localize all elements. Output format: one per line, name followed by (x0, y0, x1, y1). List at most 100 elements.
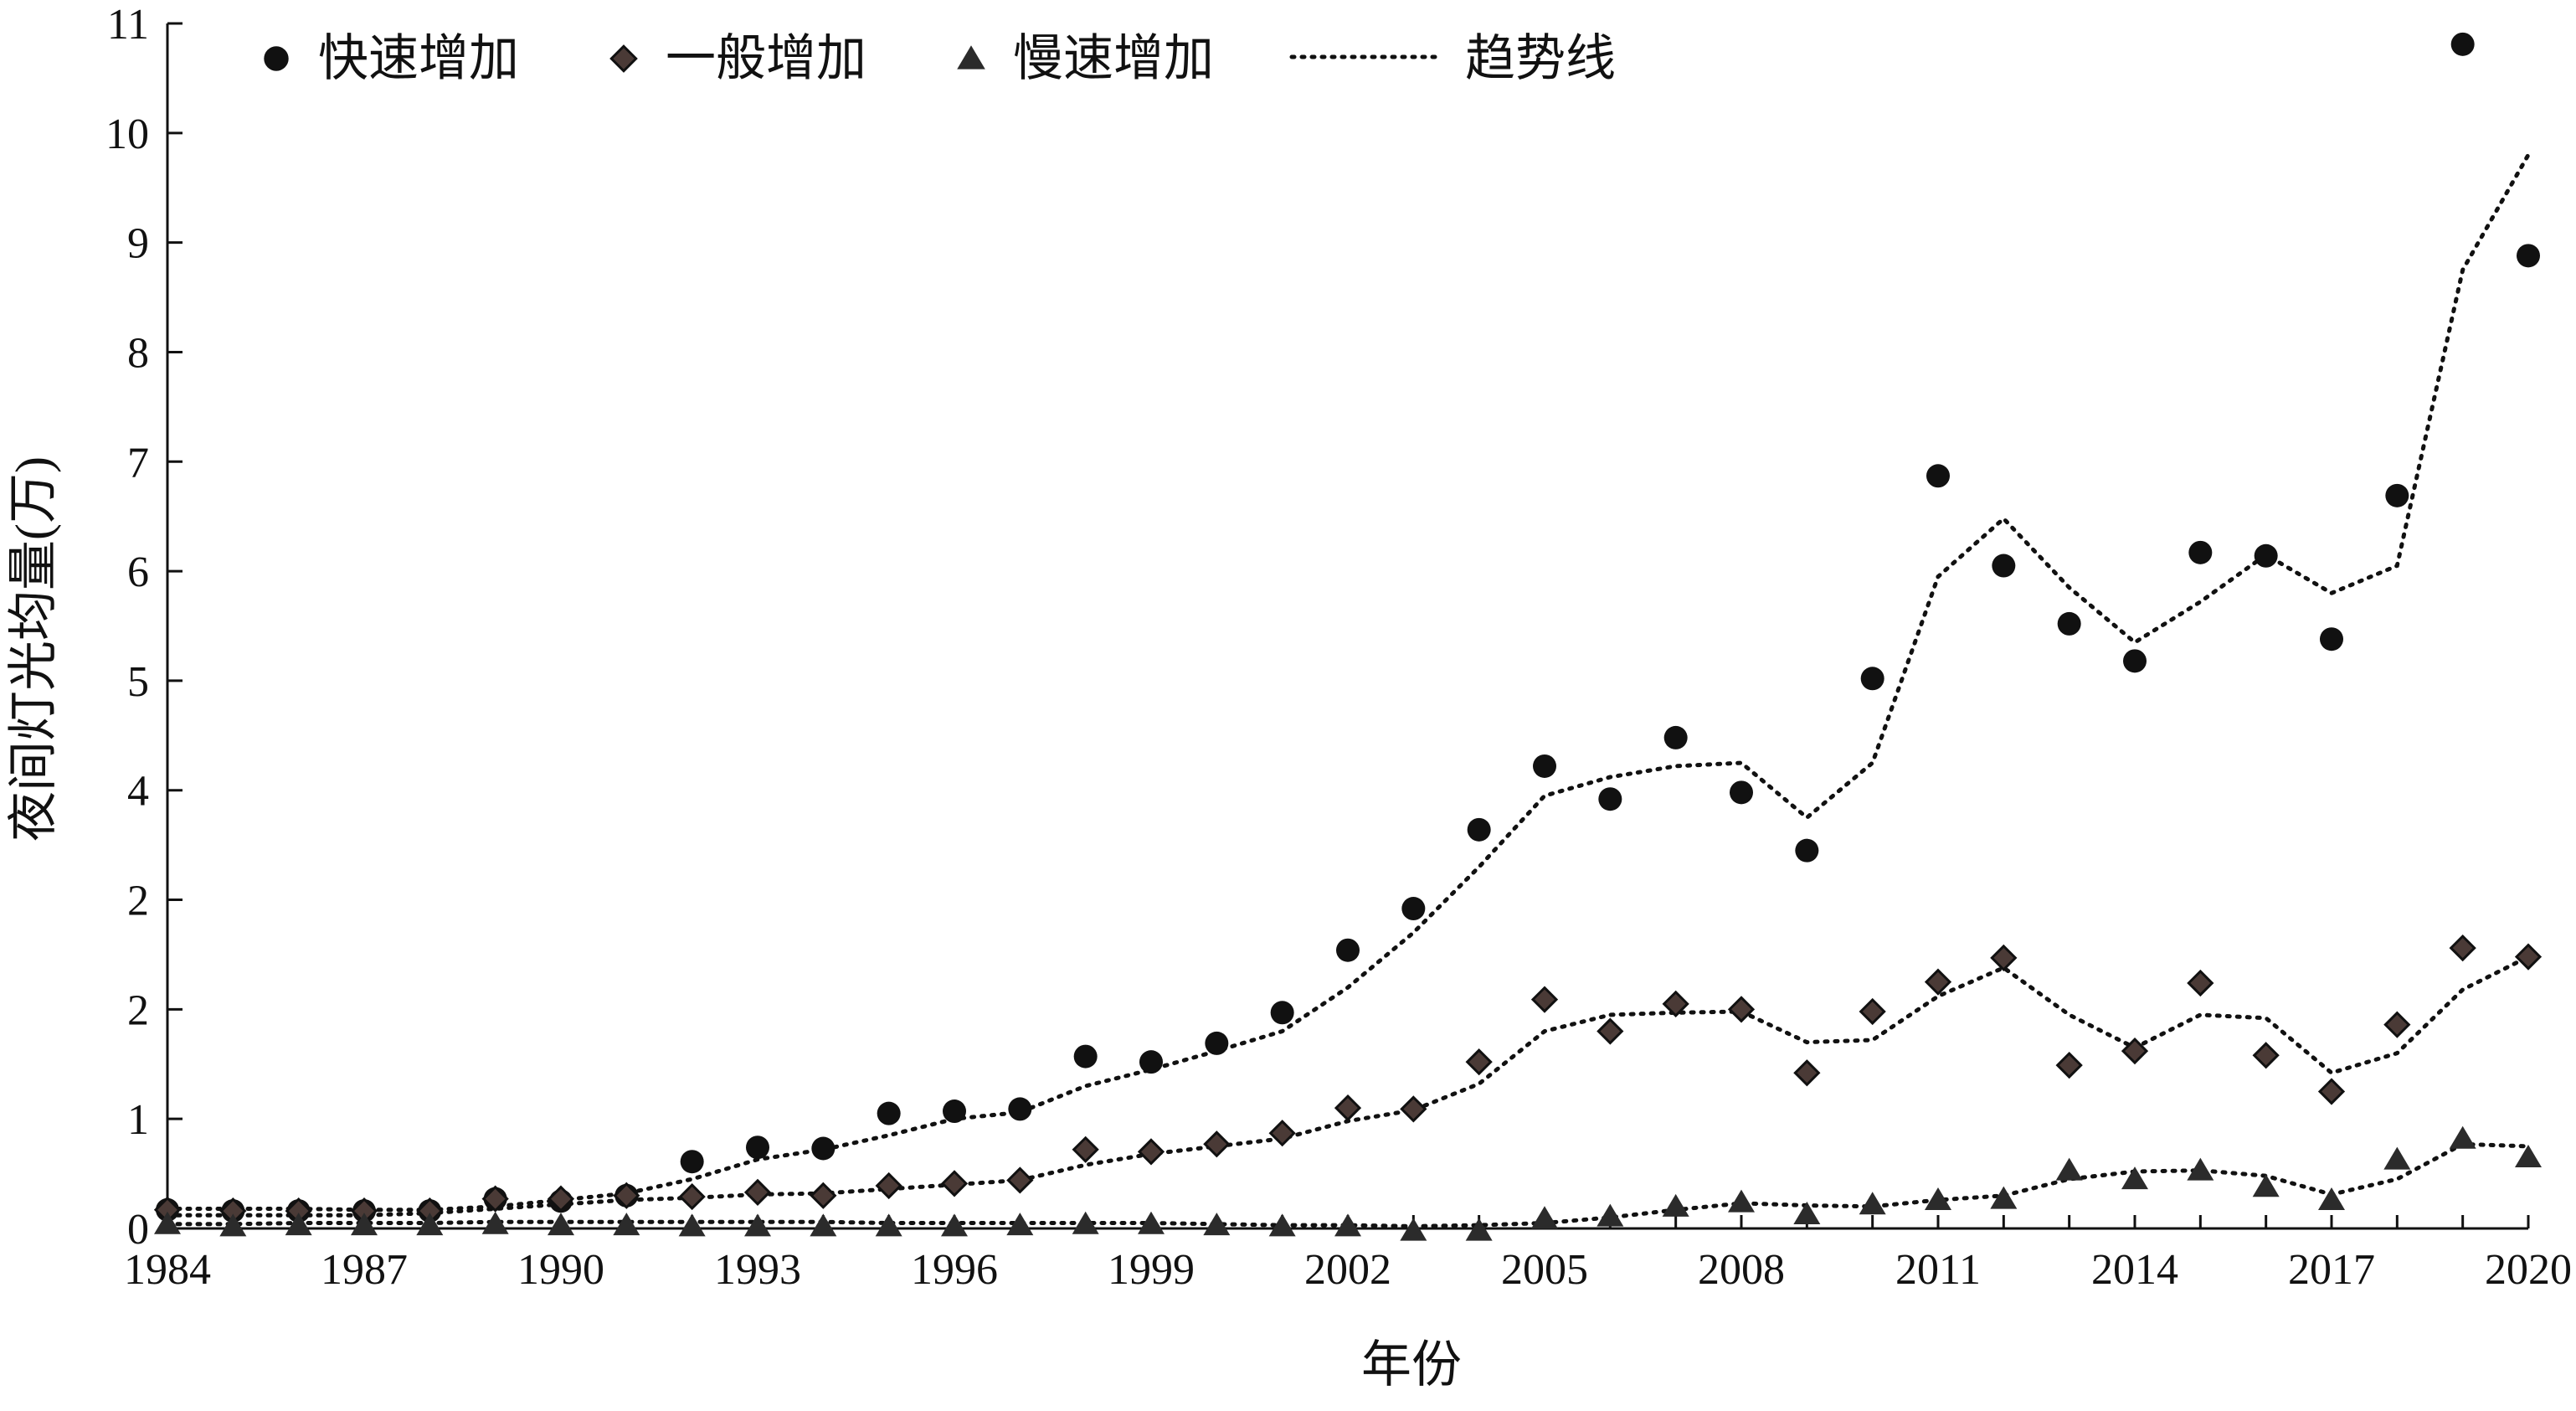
point-circle (1533, 754, 1556, 778)
point-triangle (1662, 1193, 1689, 1217)
legend-label: 快速增加 (318, 31, 519, 86)
point-circle (1860, 667, 1884, 691)
point-diamond (613, 1182, 640, 1209)
y-tick-label: 9 (127, 220, 149, 268)
point-circle (2057, 611, 2081, 636)
point-circle (2517, 244, 2540, 268)
point-circle (1073, 1044, 1098, 1069)
y-tick-label: 0 (127, 1206, 149, 1254)
point-triangle (416, 1213, 444, 1236)
x-tick-label: 2008 (1698, 1246, 1785, 1294)
point-triangle (2449, 1125, 2476, 1149)
point-circle (1467, 817, 1491, 842)
point-diamond (2187, 969, 2214, 997)
point-diamond (1137, 1138, 1165, 1166)
point-circle (1139, 1050, 1163, 1074)
point-diamond (1334, 1094, 1362, 1122)
point-triangle (875, 1213, 902, 1237)
point-diamond (1859, 997, 1886, 1026)
legend-label: 一般增加 (666, 31, 866, 86)
x-tick-label: 2017 (2288, 1246, 2375, 1294)
point-circle (2123, 649, 2147, 673)
point-triangle (744, 1213, 771, 1237)
point-diamond (1597, 1017, 1624, 1045)
point-triangle (1072, 1211, 1099, 1234)
y-tick-label: 4 (127, 768, 149, 816)
x-tick-label: 1999 (1108, 1246, 1195, 1294)
point-circle (2254, 543, 2278, 568)
trend-line-diamond (165, 955, 2531, 1218)
point-circle (1205, 1031, 1229, 1055)
point-triangle (1793, 1201, 1821, 1224)
point-diamond (1662, 990, 1689, 1017)
point-diamond (1793, 1059, 1821, 1087)
y-tick-label: 6 (127, 548, 149, 596)
point-circle (1795, 838, 1819, 863)
point-triangle (2318, 1187, 2345, 1210)
point-diamond (1465, 1048, 1493, 1076)
point-circle (943, 1099, 966, 1124)
point-triangle (285, 1213, 312, 1236)
point-circle (1730, 780, 1753, 805)
point-circle (1401, 897, 1426, 921)
point-triangle (810, 1213, 837, 1237)
point-circle (1992, 554, 2016, 578)
point-triangle (613, 1213, 640, 1236)
point-diamond (1530, 986, 1559, 1013)
point-triangle (1990, 1186, 2018, 1209)
legend-diamond-icon (609, 44, 638, 73)
point-diamond (547, 1185, 575, 1213)
point-circle (1270, 1001, 1294, 1025)
legend-circle-icon (264, 46, 289, 71)
point-circle (1598, 787, 1622, 811)
y-tick-label: 8 (127, 329, 149, 377)
point-diamond (2449, 934, 2476, 962)
x-tick-label: 2020 (2485, 1246, 2572, 1294)
point-circle (1926, 464, 1950, 488)
point-diamond (2383, 1011, 2411, 1038)
point-triangle (2187, 1157, 2214, 1181)
point-triangle (1925, 1187, 1951, 1210)
point-triangle (1859, 1192, 1886, 1215)
point-triangle (548, 1213, 574, 1236)
point-triangle (678, 1213, 706, 1237)
point-triangle (1334, 1213, 1361, 1237)
point-circle (1008, 1097, 1032, 1121)
point-circle (746, 1135, 769, 1160)
point-triangle (1138, 1211, 1165, 1234)
point-circle (811, 1136, 836, 1161)
tick-group: 0 1 2 2 4 5 6 7 8 9 10 11 1984 1987 1990 1993 1996 1999 20… (105, 1, 2572, 1294)
y-tick-label: 2 (127, 986, 149, 1034)
point-diamond (2055, 1051, 2083, 1079)
legend: 快速增加 一般增加 慢速增加 趋势线 (264, 31, 1616, 86)
point-diamond (1990, 944, 2018, 972)
point-diamond (1203, 1130, 1231, 1158)
point-circle (2188, 540, 2213, 564)
point-circle (2450, 32, 2475, 56)
point-triangle (1531, 1206, 1558, 1229)
point-triangle (2055, 1157, 2083, 1181)
point-triangle (1400, 1218, 1427, 1241)
point-diamond (1268, 1120, 1296, 1147)
point-diamond (2252, 1042, 2280, 1069)
x-axis-title: 年份 (1361, 1337, 1462, 1393)
point-diamond (2317, 1078, 2346, 1105)
point-diamond (678, 1182, 706, 1211)
x-tick-label: 1996 (911, 1246, 998, 1294)
point-triangle (154, 1211, 181, 1234)
point-diamond (810, 1182, 837, 1209)
point-triangle (1597, 1203, 1624, 1227)
point-diamond (1924, 968, 1952, 996)
x-tick-label: 1984 (124, 1246, 211, 1294)
point-circle (2320, 627, 2343, 651)
x-tick-label: 2005 (1501, 1246, 1588, 1294)
point-circle (877, 1101, 901, 1125)
y-tick-label: 5 (127, 658, 149, 706)
point-diamond (2121, 1037, 2149, 1065)
axes (166, 23, 2528, 1230)
point-triangle (481, 1211, 509, 1234)
point-triangle (1203, 1213, 1231, 1236)
point-diamond (1727, 996, 1756, 1023)
x-tick-label: 1987 (321, 1246, 408, 1294)
